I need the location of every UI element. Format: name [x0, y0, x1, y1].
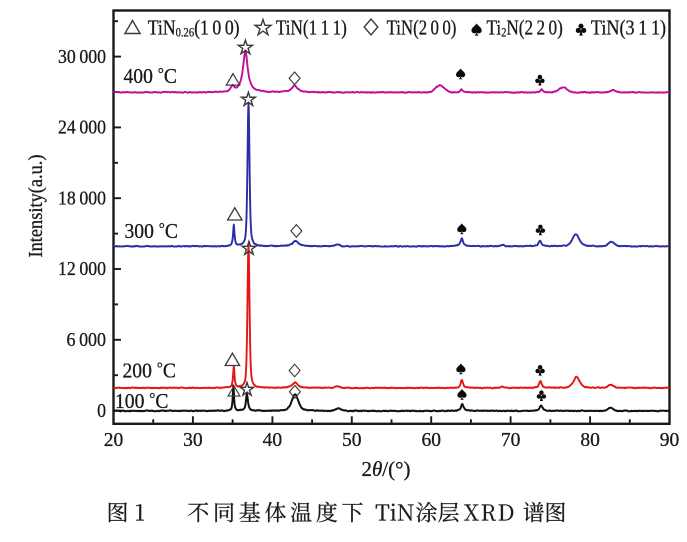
svg-text:2θ/(°): 2θ/(°): [362, 457, 411, 481]
svg-text:200 °C: 200 °C: [123, 359, 177, 383]
svg-text:TiN(3 1 1): TiN(3 1 1): [591, 16, 666, 40]
svg-text:12 000: 12 000: [58, 258, 106, 280]
svg-text:400 °C: 400 °C: [124, 64, 178, 88]
svg-text:24 000: 24 000: [58, 117, 106, 139]
svg-text:30 000: 30 000: [58, 46, 106, 68]
svg-text:6 000: 6 000: [67, 329, 107, 351]
svg-text:30: 30: [183, 430, 203, 451]
svg-text:60: 60: [421, 430, 441, 451]
svg-text:TiN0.26(1 0 0): TiN0.26(1 0 0): [148, 16, 240, 40]
svg-text:300 °C: 300 °C: [125, 219, 179, 243]
svg-text:Ti2N(2 2 0): Ti2N(2 2 0): [487, 16, 563, 40]
svg-text:TiN(2 0 0): TiN(2 0 0): [387, 16, 457, 40]
svg-text:90: 90: [660, 430, 680, 451]
svg-text:0: 0: [97, 400, 106, 422]
svg-text:40: 40: [263, 430, 283, 451]
svg-text:18 000: 18 000: [58, 187, 106, 209]
svg-text:Intensity(a.u.): Intensity(a.u.): [25, 155, 47, 258]
svg-text:100 °C: 100 °C: [115, 389, 169, 413]
svg-text:70: 70: [501, 430, 521, 451]
svg-text:50: 50: [342, 430, 362, 451]
svg-text:80: 80: [580, 430, 600, 451]
svg-text:20: 20: [104, 430, 124, 451]
svg-text:TiN(1 1 1): TiN(1 1 1): [276, 16, 347, 40]
